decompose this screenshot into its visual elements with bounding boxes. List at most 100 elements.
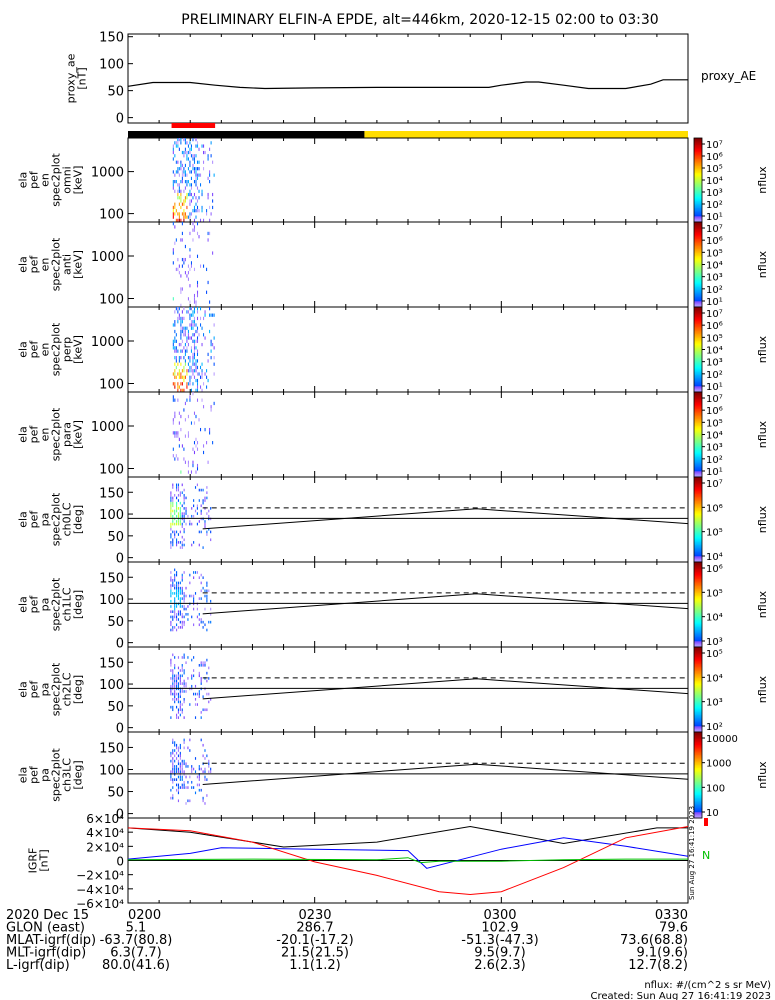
pitch-angle-spectrogram-ch1LC-cell [204,623,206,627]
pitch-angle-spectrogram-ch1LC-cell [194,592,197,595]
pitch-angle-spectrogram-ch0LC-colorbar-scale-cell [694,482,702,485]
pitch-angle-spectrogram-ch1LC-cell [210,620,212,624]
night-bar [128,131,365,138]
energy-spectrogram-perp-cell [189,307,191,311]
created-stamp: Created: Sun Aug 27 16:41:19 2023 [591,991,771,1000]
energy-spectrogram-perp-cell [195,365,197,370]
energy-spectrogram-anti-colorbar-scale-cell [694,271,702,274]
pitch-angle-spectrogram-ch2LC-ylabel-line: pef [28,680,41,699]
energy-spectrogram-anti-colorbar-tick-label: 10⁶ [706,236,723,247]
energy-spectrogram-anti-cell [181,287,183,291]
pitch-angle-spectrogram-ch1LC-cell [179,592,181,595]
energy-spectrogram-omni-colorbar-scale-cell [694,140,702,143]
pitch-angle-spectrogram-ch1LC-cell [172,584,174,587]
pitch-angle-spectrogram-ch3LC-ylabel-line: pef [28,765,41,784]
energy-spectrogram-perp-cell [181,339,183,343]
energy-spectrogram-omni-cell [193,157,196,161]
energy-spectrogram-para-colorbar-scale-cell [694,460,702,463]
energy-spectrogram-perp-cell [180,372,182,376]
pitch-angle-spectrogram-ch1LC-colorbar-scale-cell [694,624,702,627]
energy-spectrogram-para-cell [196,467,199,471]
pitch-angle-spectrogram-ch3LC-cell [170,770,172,774]
pitch-angle-spectrogram-ch0LC-cell [204,520,206,523]
energy-spectrogram-anti-colorbar-tick-label: 10⁴ [706,261,723,272]
igrf-tick-label: 0 [116,855,124,869]
energy-spectrogram-anti-colorbar-scale-cell [694,233,702,236]
energy-spectrogram-perp-cell [210,313,212,317]
pitch-angle-spectrogram-ch3LC-colorbar-scale-cell [694,769,702,772]
energy-spectrogram-omni-cell [198,147,200,151]
pitch-angle-spectrogram-ch2LC-cell [177,711,180,714]
pitch-angle-spectrogram-ch1LC-colorbar-tick-label: 10⁴ [706,613,723,624]
pitch-angle-spectrogram-ch2LC-cell [179,713,181,717]
energy-spectrogram-perp-cell [196,349,199,353]
pitch-angle-spectrogram-ch1LC-cell [179,599,181,603]
energy-spectrogram-perp-colorbar-scale-cell [694,339,702,342]
pitch-angle-spectrogram-ch0LC-colorbar-scale-cell [694,559,702,562]
energy-spectrogram-perp-cell [187,333,189,337]
energy-spectrogram-para-cell [178,444,180,448]
pitch-angle-spectrogram-ch2LC-cell [191,674,193,678]
pitch-angle-spectrogram-ch2LC-colorbar-scale-cell [694,678,702,681]
energy-spectrogram-anti-colorbar-tick-label: 10³ [706,273,723,284]
energy-spectrogram-omni-cell [181,202,183,206]
energy-spectrogram-perp-cell [178,342,180,347]
pitch-angle-spectrogram-ch1LC-cell [183,594,185,598]
pitch-angle-spectrogram-ch2LC-colorbar-scale-cell [694,723,702,726]
energy-spectrogram-perp-colorbar-scale-cell [694,386,702,389]
energy-spectrogram-perp-cell [189,356,191,360]
pitch-angle-spectrogram-ch2LC-colorbar-scale-cell [694,724,702,727]
energy-spectrogram-perp-cell [196,382,199,386]
energy-spectrogram-para-cell [187,463,189,468]
energy-spectrogram-perp-cell [193,339,196,343]
energy-spectrogram-para-colorbar-scale-cell [694,469,702,472]
energy-spectrogram-para-colorbar-tick-label: 10⁴ [706,431,723,442]
energy-spectrogram-anti-colorbar-scale-cell [694,274,702,277]
energy-spectrogram-omni-cell [177,192,179,197]
pitch-angle-spectrogram-ch3LC-loss-cone-solid [202,763,689,785]
pitch-angle-spectrogram-ch0LC-colorbar-scale-cell [694,530,702,533]
pitch-angle-spectrogram-ch1LC-colorbar-scale-cell [694,564,702,567]
energy-spectrogram-para-colorbar-scale-cell [694,447,702,450]
pitch-angle-spectrogram-ch1LC-cell [172,626,174,629]
energy-spectrogram-perp-cell [184,352,186,357]
pitch-angle-spectrogram-ch3LC-cell [202,796,204,800]
pitch-angle-spectrogram-ch3LC-cell [174,770,176,774]
energy-spectrogram-perp-cell [187,369,189,373]
pitch-angle-spectrogram-ch2LC-cell [172,677,174,680]
pitch-angle-spectrogram-ch1LC-ylabel-line: pef [28,595,41,614]
pitch-angle-spectrogram-ch1LC-cell [196,571,198,574]
energy-spectrogram-anti-cell [177,257,179,262]
pitch-angle-spectrogram-ch1LC-cell [181,615,183,619]
pitch-angle-spectrogram-ch3LC-cell [198,778,200,781]
energy-spectrogram-anti-cell [192,222,194,226]
pitch-angle-spectrogram-ch3LC-cell [174,749,176,752]
energy-spectrogram-perp-cell [186,339,188,343]
energy-spectrogram-perp-colorbar-tick-label: 10¹ [706,382,723,393]
pitch-angle-spectrogram-ch2LC-ylabel-line: pa [39,683,52,697]
pitch-angle-spectrogram-ch0LC-cell [175,541,178,544]
energy-spectrogram-omni-colorbar-scale-cell [694,173,702,175]
energy-spectrogram-perp-cell [174,362,176,366]
pitch-angle-spectrogram-ch3LC-colorbar-scale-cell [694,790,702,793]
pitch-angle-spectrogram-ch3LC-cell [193,767,195,771]
energy-spectrogram-anti-colorbar-scale-cell [694,231,702,234]
pitch-angle-spectrogram-ch0LC-colorbar-scale-cell [694,545,702,548]
pitch-angle-spectrogram-ch2LC-cell [174,698,176,701]
pitch-angle-spectrogram-ch3LC-cell [177,770,180,774]
pitch-angle-spectrogram-ch0LC-cell [174,509,176,513]
energy-spectrogram-omni-cell [177,138,179,142]
energy-spectrogram-para-cell [196,447,199,451]
energy-spectrogram-anti-cell [187,264,189,268]
pitch-angle-spectrogram-ch2LC-colorbar-scale-cell [694,682,702,685]
pitch-angle-spectrogram-ch3LC-cell [177,783,180,787]
pitch-angle-spectrogram-ch1LC-cell [187,618,189,621]
pitch-angle-spectrogram-ch2LC-cell [206,671,208,675]
energy-spectrogram-omni-cell [196,141,199,145]
energy-spectrogram-perp-cell [189,375,191,379]
energy-spectrogram-perp-colorbar-scale-cell [694,384,702,387]
energy-spectrogram-omni-cell [189,150,191,155]
energy-spectrogram-anti-colorbar-scale-cell [694,239,702,242]
energy-spectrogram-perp-colorbar-tick-label: 10² [706,370,723,381]
energy-spectrogram-anti-colorbar-scale-cell [694,298,702,301]
